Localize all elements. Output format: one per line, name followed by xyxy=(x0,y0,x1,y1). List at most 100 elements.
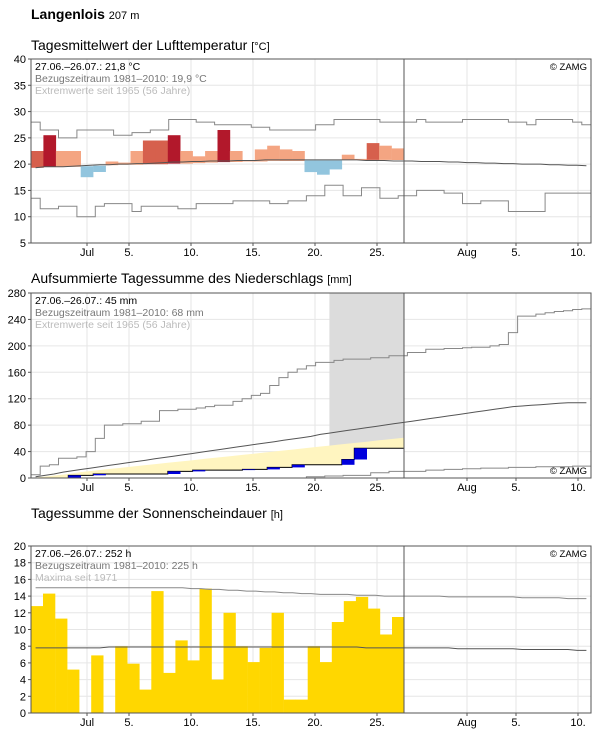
sun-bar xyxy=(55,618,68,713)
temp-bar xyxy=(155,140,168,165)
sun-xtick-label: 10. xyxy=(183,717,198,729)
temp-ytick-label: 30 xyxy=(14,107,26,119)
temp-bar xyxy=(267,145,280,161)
temp-info-line: Extremwerte seit 1965 (56 Jahre) xyxy=(35,85,190,97)
sun-info-line: 27.06.–26.07.: 252 h xyxy=(35,548,131,560)
temp-bar xyxy=(180,151,193,164)
temp-bar xyxy=(279,149,293,161)
prec-rain-bar xyxy=(68,475,81,478)
sun-bar xyxy=(379,634,393,713)
sun-ytick-label: 18 xyxy=(14,558,26,570)
temp-bar xyxy=(329,160,343,170)
sun-bar xyxy=(31,606,44,713)
sun-xtick-label: 10. xyxy=(570,717,585,729)
prec-plot-frame xyxy=(30,292,592,479)
sun-bar xyxy=(343,601,357,713)
sun-bar xyxy=(331,622,345,713)
sun-bar xyxy=(307,646,320,713)
temp-xtick-label: Aug xyxy=(457,247,477,259)
prec-info-line: Bezugszeitraum 1981–2010: 68 mm xyxy=(35,307,204,319)
sun-normal-line xyxy=(35,646,587,651)
temp-bar xyxy=(105,161,119,166)
prec-info-line: Extremwerte seit 1965 (56 Jahre) xyxy=(35,319,190,331)
temp-bar xyxy=(68,151,81,167)
sun-info-line: Maxima seit 1971 xyxy=(35,572,117,584)
sun-ytick-label: 8 xyxy=(20,641,26,653)
sun-bar xyxy=(283,699,296,713)
prec-rain-bar xyxy=(242,469,256,471)
sun-max-line xyxy=(35,587,587,600)
sun-bar xyxy=(295,699,308,713)
prec-xtick-label: 15. xyxy=(245,482,260,494)
sun-bar xyxy=(199,588,212,713)
sun-bar xyxy=(367,608,381,713)
sun-bar xyxy=(163,672,176,713)
temp-ytick-label: 10 xyxy=(14,212,26,224)
sun-ytick-label: 12 xyxy=(14,608,26,620)
temp-bar xyxy=(142,140,156,165)
sun-bar xyxy=(115,646,128,713)
temp-bar xyxy=(205,151,218,163)
sun-xtick-label: Aug xyxy=(457,717,477,729)
temp-xtick-label: 5. xyxy=(511,247,520,259)
temp-bar xyxy=(366,143,380,160)
temp-bar xyxy=(242,161,256,162)
temp-xtick-label: 10. xyxy=(183,247,198,259)
prec-rain-bar xyxy=(341,459,355,465)
temp-copyright: © ZAMG xyxy=(550,62,587,73)
temp-bar xyxy=(379,145,392,160)
prec-copyright: © ZAMG xyxy=(550,466,587,477)
sun-bar xyxy=(139,689,152,713)
prec-ytick-label: 40 xyxy=(14,447,26,459)
sun-bar xyxy=(67,669,80,713)
station-altitude: 207 m xyxy=(108,10,140,22)
temp-min-extreme-line xyxy=(31,184,591,218)
prec-ytick-label: 120 xyxy=(8,394,26,406)
temp-bar xyxy=(43,135,57,167)
sun-xtick-label: 25. xyxy=(369,717,384,729)
prec-rain-bar xyxy=(292,464,305,468)
temp-bar xyxy=(304,160,318,173)
sun-xtick-label: 5. xyxy=(511,717,520,729)
sun-info-line: Bezugszeitraum 1981–2010: 225 h xyxy=(35,560,198,572)
prec-max-line xyxy=(31,308,591,476)
temp-bar xyxy=(167,135,181,164)
temp-bar xyxy=(217,130,231,163)
temp-bar xyxy=(192,156,206,164)
temp-ytick-label: 35 xyxy=(14,80,26,92)
prec-ytick-label: 200 xyxy=(8,341,26,353)
temp-bar xyxy=(354,158,367,160)
temp-bar xyxy=(229,151,243,162)
prec-rain-bar xyxy=(167,471,181,474)
precipitation-title-text: Aufsummierte Tagessumme des Niederschlag… xyxy=(31,270,324,286)
sun-bar xyxy=(259,647,272,713)
sun-ytick-label: 6 xyxy=(20,658,26,670)
temperature-title: Tagesmittelwert der Lufttemperatur [°C] xyxy=(31,37,270,53)
sun-bar xyxy=(211,679,224,713)
temp-xtick-label: 10. xyxy=(570,247,585,259)
prec-xtick-label: 5. xyxy=(124,482,133,494)
sun-bar xyxy=(187,660,200,713)
precipitation-title: Aufsummierte Tagessumme des Niederschlag… xyxy=(31,270,352,286)
sun-ytick-label: 0 xyxy=(20,708,26,720)
sun-bar xyxy=(91,655,104,713)
sun-copyright: © ZAMG xyxy=(550,549,587,560)
prec-ytick-label: 280 xyxy=(8,288,26,300)
station-name: Langenlois xyxy=(31,6,105,22)
prec-normal-line xyxy=(35,402,587,478)
temp-bar xyxy=(317,160,330,175)
sun-ytick-label: 20 xyxy=(14,541,26,553)
precipitation-unit: [mm] xyxy=(327,274,352,286)
prec-ytick-label: 80 xyxy=(14,420,26,432)
station-header: Langenlois 207 m xyxy=(31,6,139,22)
temp-xtick-label: 15. xyxy=(245,247,260,259)
sun-ytick-label: 14 xyxy=(14,591,26,603)
sun-bar xyxy=(235,646,248,713)
temp-plot-frame xyxy=(30,58,592,244)
temp-bar xyxy=(391,148,405,160)
sun-ytick-label: 2 xyxy=(20,691,26,703)
sun-bar xyxy=(151,591,164,713)
temp-bar xyxy=(341,154,355,160)
sun-bar xyxy=(43,593,56,713)
